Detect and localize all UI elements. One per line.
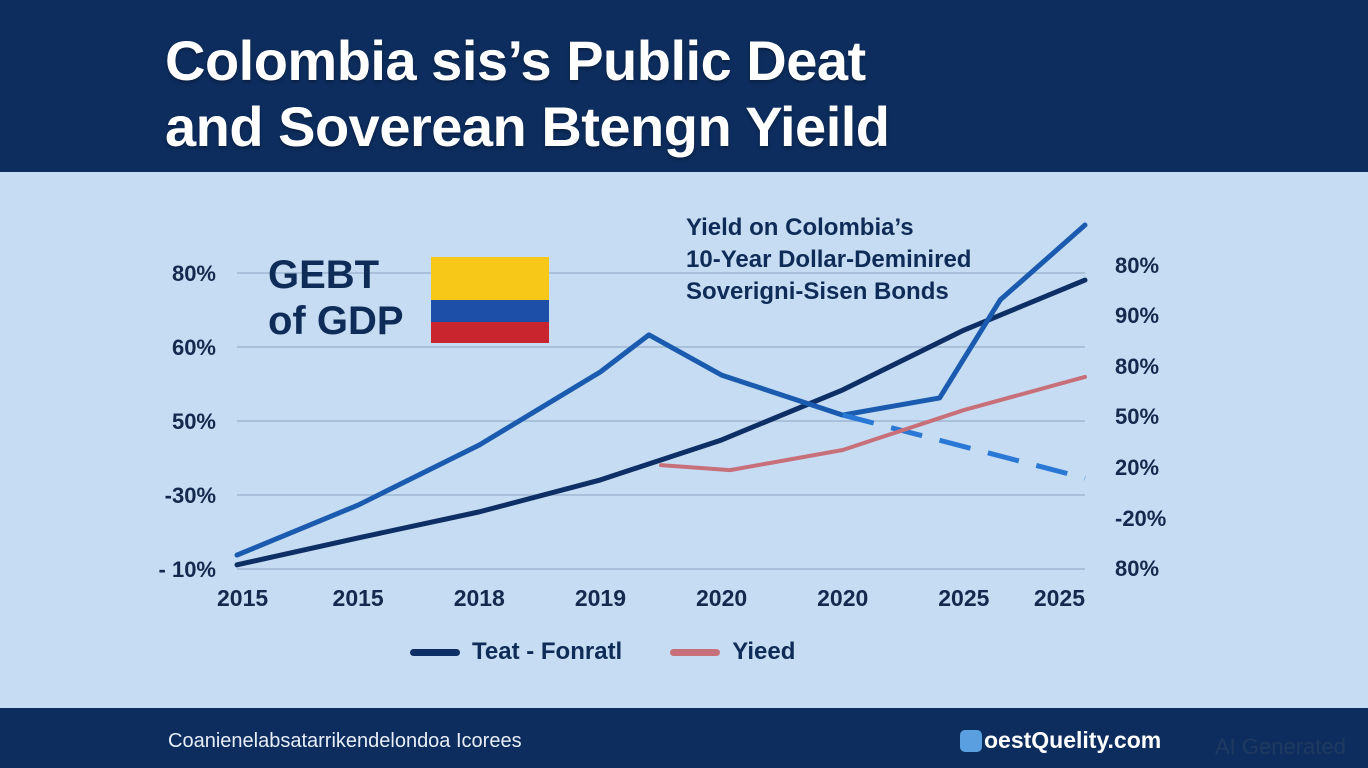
title-banner: Colombia sis’s Public Deat and Soverean …	[0, 0, 1368, 172]
title-line-2: and Soverean Btengn Yieild	[165, 95, 890, 158]
brand-link[interactable]: oestQuelity.com	[960, 727, 1161, 754]
brand-text: oestQuelity.com	[984, 727, 1162, 753]
legend: Teat - Fonratl Yieed	[410, 638, 795, 666]
x-axis-tick: 2020	[696, 585, 747, 611]
legend-label-debt: Teat - Fonratl	[472, 638, 623, 665]
debt-projection-line	[842, 412, 1086, 481]
flag-stripe-yellow	[431, 257, 549, 300]
left-axis-tick: -30%	[165, 483, 216, 508]
debt-line	[234, 277, 1088, 568]
debt-gdp-line	[234, 222, 1088, 558]
inset-label-line-2: of GDP	[268, 299, 404, 343]
right-axis-tick: 80%	[1115, 253, 1159, 278]
left-axis-tick: 60%	[172, 335, 216, 360]
colombia-flag	[431, 257, 549, 343]
yield-annotation: Yield on Colombia’s 10-Year Dollar-Demin…	[686, 212, 971, 308]
left-axis-tick: 50%	[172, 409, 216, 434]
right-axis-tick: 80%	[1115, 354, 1159, 379]
x-axis-tick: 2025	[1034, 585, 1085, 611]
brand-logo-icon	[960, 729, 982, 752]
x-axis-tick: 2025	[938, 585, 989, 611]
legend-swatch-debt	[410, 648, 460, 656]
left-axis-tick: 80%	[172, 261, 216, 286]
chart-title: Colombia sis’s Public Deat and Soverean …	[165, 28, 890, 160]
inset-label: GEBT of GDP	[268, 252, 404, 344]
x-axis-tick: 2020	[817, 585, 868, 611]
right-axis-tick: 50%	[1115, 404, 1159, 429]
x-axis-tick: 2019	[575, 585, 626, 611]
flag-stripe-blue	[431, 300, 549, 322]
right-axis-tick: 20%	[1115, 455, 1159, 480]
right-axis-tick: 80%	[1115, 556, 1159, 581]
watermark: AI Generated	[1215, 734, 1346, 759]
footer-bar	[0, 708, 1368, 768]
left-axis-tick: - 10%	[159, 557, 216, 582]
x-axis-tick: 2018	[454, 585, 505, 611]
footer-note: Coanienelabsatarrikendelondoa Icorees	[168, 730, 522, 752]
x-axis-tick: 2015	[217, 585, 268, 611]
right-axis-tick: 90%	[1115, 303, 1159, 328]
inset-label-line-1: GEBT	[268, 253, 380, 297]
right-axis-tick: -20%	[1115, 506, 1166, 531]
legend-swatch-yield	[670, 648, 721, 656]
yield-line	[659, 374, 1087, 473]
annotation-line-3: Soverigni-Sisen Bonds	[686, 278, 949, 305]
x-axis-tick: 2015	[333, 585, 384, 611]
title-line-1: Colombia sis’s Public Deat	[165, 29, 866, 92]
legend-label-yield: Yieed	[732, 638, 796, 665]
annotation-line-2: 10-Year Dollar-Deminired	[686, 246, 972, 273]
flag-stripe-red	[431, 321, 549, 343]
annotation-line-1: Yield on Colombia’s	[686, 214, 914, 241]
